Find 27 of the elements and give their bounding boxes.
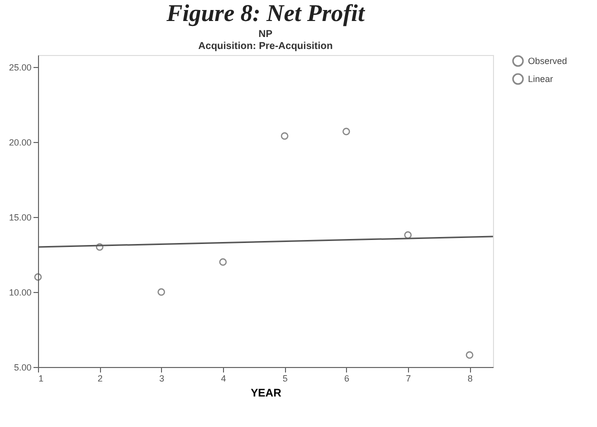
text: Acquisition: Pre-Acquisition [198, 41, 333, 52]
y-tick-label: 15.00 [8, 212, 32, 222]
x-tick-label: 6 [344, 374, 350, 384]
point [404, 231, 412, 239]
point [158, 288, 166, 296]
point [34, 273, 42, 281]
x-tick-label: 5 [282, 374, 288, 384]
x-tick-label: 3 [159, 374, 164, 384]
y-tick-label: 10.00 [8, 288, 32, 298]
x-tick-label: 7 [406, 374, 411, 384]
point [219, 258, 227, 266]
point [466, 351, 474, 359]
y-tick-label: 20.00 [8, 138, 32, 148]
point [280, 132, 288, 140]
y-tick-label: 5.00 [14, 362, 32, 372]
legend-label: Observed [528, 56, 568, 66]
y-tick-label: 25.00 [8, 62, 32, 72]
chart-title: Figure 8: Net Profit [166, 1, 366, 27]
x-axis-title: YEAR [250, 388, 282, 400]
x-tick-label: 1 [38, 374, 44, 384]
point [342, 128, 350, 136]
chart-subtitle: NP [258, 29, 273, 40]
point [96, 243, 104, 251]
x-tick-label: 4 [220, 374, 226, 384]
x-tick-label: 2 [98, 374, 103, 384]
legend-label: Linear [528, 74, 554, 84]
x-tick-label: 8 [468, 374, 473, 384]
